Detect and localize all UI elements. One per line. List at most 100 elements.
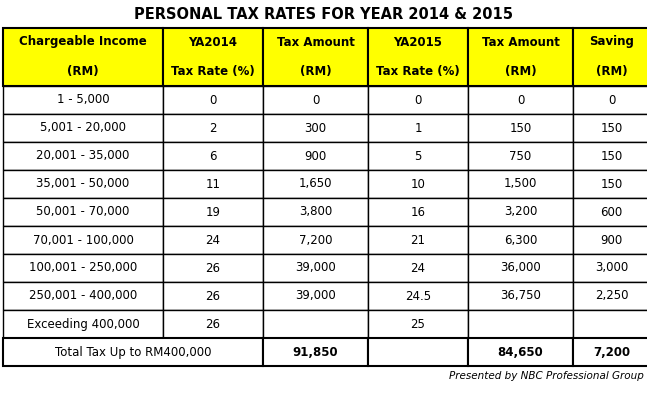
- Text: 26: 26: [206, 318, 221, 330]
- Bar: [163, 254, 263, 282]
- Text: 5: 5: [414, 150, 422, 162]
- Bar: [368, 310, 468, 338]
- Bar: [573, 114, 647, 142]
- Bar: [3, 338, 263, 366]
- Text: Tax Amount

(RM): Tax Amount (RM): [481, 35, 560, 79]
- Bar: [468, 310, 573, 338]
- Bar: [163, 226, 263, 254]
- Text: 3,000: 3,000: [595, 261, 628, 275]
- Text: PERSONAL TAX RATES FOR YEAR 2014 & 2015: PERSONAL TAX RATES FOR YEAR 2014 & 2015: [134, 7, 513, 23]
- Bar: [3, 282, 163, 310]
- Bar: [368, 28, 468, 86]
- Bar: [573, 310, 647, 338]
- Bar: [263, 86, 368, 114]
- Text: 35,001 - 50,000: 35,001 - 50,000: [36, 178, 129, 191]
- Bar: [468, 282, 573, 310]
- Text: 26: 26: [206, 261, 221, 275]
- Text: 24.5: 24.5: [405, 289, 431, 302]
- Text: 24: 24: [206, 233, 221, 247]
- Bar: [368, 226, 468, 254]
- Bar: [163, 310, 263, 338]
- Text: Exceeding 400,000: Exceeding 400,000: [27, 318, 139, 330]
- Bar: [3, 198, 163, 226]
- Text: 900: 900: [600, 233, 622, 247]
- Text: 1: 1: [414, 122, 422, 134]
- Text: 1,650: 1,650: [299, 178, 333, 191]
- Text: 36,750: 36,750: [500, 289, 541, 302]
- Bar: [468, 170, 573, 198]
- Bar: [3, 142, 163, 170]
- Text: 25: 25: [411, 318, 426, 330]
- Text: 7,200: 7,200: [299, 233, 333, 247]
- Text: 250,001 - 400,000: 250,001 - 400,000: [29, 289, 137, 302]
- Text: Total Tax Up to RM400,000: Total Tax Up to RM400,000: [55, 346, 212, 358]
- Text: 6: 6: [209, 150, 217, 162]
- Bar: [573, 28, 647, 86]
- Text: 1,500: 1,500: [504, 178, 537, 191]
- Bar: [368, 86, 468, 114]
- Bar: [263, 142, 368, 170]
- Text: 39,000: 39,000: [295, 289, 336, 302]
- Bar: [573, 170, 647, 198]
- Bar: [263, 28, 368, 86]
- Text: 36,000: 36,000: [500, 261, 541, 275]
- Text: 10: 10: [411, 178, 426, 191]
- Text: 16: 16: [410, 206, 426, 219]
- Text: Tax Amount

(RM): Tax Amount (RM): [276, 35, 355, 79]
- Text: 600: 600: [600, 206, 622, 219]
- Bar: [263, 226, 368, 254]
- Text: 1 - 5,000: 1 - 5,000: [57, 93, 109, 106]
- Bar: [263, 170, 368, 198]
- Bar: [163, 198, 263, 226]
- Text: 0: 0: [608, 93, 615, 106]
- Text: 5,001 - 20,000: 5,001 - 20,000: [40, 122, 126, 134]
- Bar: [368, 282, 468, 310]
- Text: 0: 0: [414, 93, 422, 106]
- Bar: [573, 254, 647, 282]
- Text: 0: 0: [210, 93, 217, 106]
- Bar: [3, 86, 163, 114]
- Text: 750: 750: [509, 150, 532, 162]
- Text: 150: 150: [600, 122, 622, 134]
- Bar: [3, 310, 163, 338]
- Bar: [468, 198, 573, 226]
- Bar: [368, 198, 468, 226]
- Bar: [163, 170, 263, 198]
- Text: 19: 19: [206, 206, 221, 219]
- Text: 50,001 - 70,000: 50,001 - 70,000: [36, 206, 129, 219]
- Bar: [3, 226, 163, 254]
- Text: 11: 11: [206, 178, 221, 191]
- Bar: [163, 282, 263, 310]
- Bar: [263, 310, 368, 338]
- Bar: [468, 254, 573, 282]
- Bar: [573, 142, 647, 170]
- Bar: [468, 338, 573, 366]
- Bar: [163, 142, 263, 170]
- Text: 2: 2: [209, 122, 217, 134]
- Bar: [163, 86, 263, 114]
- Text: 0: 0: [517, 93, 524, 106]
- Bar: [263, 198, 368, 226]
- Bar: [573, 338, 647, 366]
- Text: Saving

(RM): Saving (RM): [589, 35, 634, 79]
- Text: 2,250: 2,250: [595, 289, 628, 302]
- Bar: [368, 142, 468, 170]
- Bar: [263, 338, 368, 366]
- Text: 900: 900: [304, 150, 327, 162]
- Bar: [368, 114, 468, 142]
- Bar: [263, 254, 368, 282]
- Bar: [573, 282, 647, 310]
- Bar: [368, 170, 468, 198]
- Text: 84,650: 84,650: [498, 346, 543, 358]
- Text: 70,001 - 100,000: 70,001 - 100,000: [32, 233, 133, 247]
- Bar: [3, 170, 163, 198]
- Text: 150: 150: [600, 150, 622, 162]
- Text: 21: 21: [410, 233, 426, 247]
- Bar: [468, 114, 573, 142]
- Text: 24: 24: [410, 261, 426, 275]
- Bar: [573, 198, 647, 226]
- Bar: [3, 28, 163, 86]
- Bar: [3, 254, 163, 282]
- Text: 100,001 - 250,000: 100,001 - 250,000: [29, 261, 137, 275]
- Text: Presented by NBC Professional Group: Presented by NBC Professional Group: [449, 371, 644, 381]
